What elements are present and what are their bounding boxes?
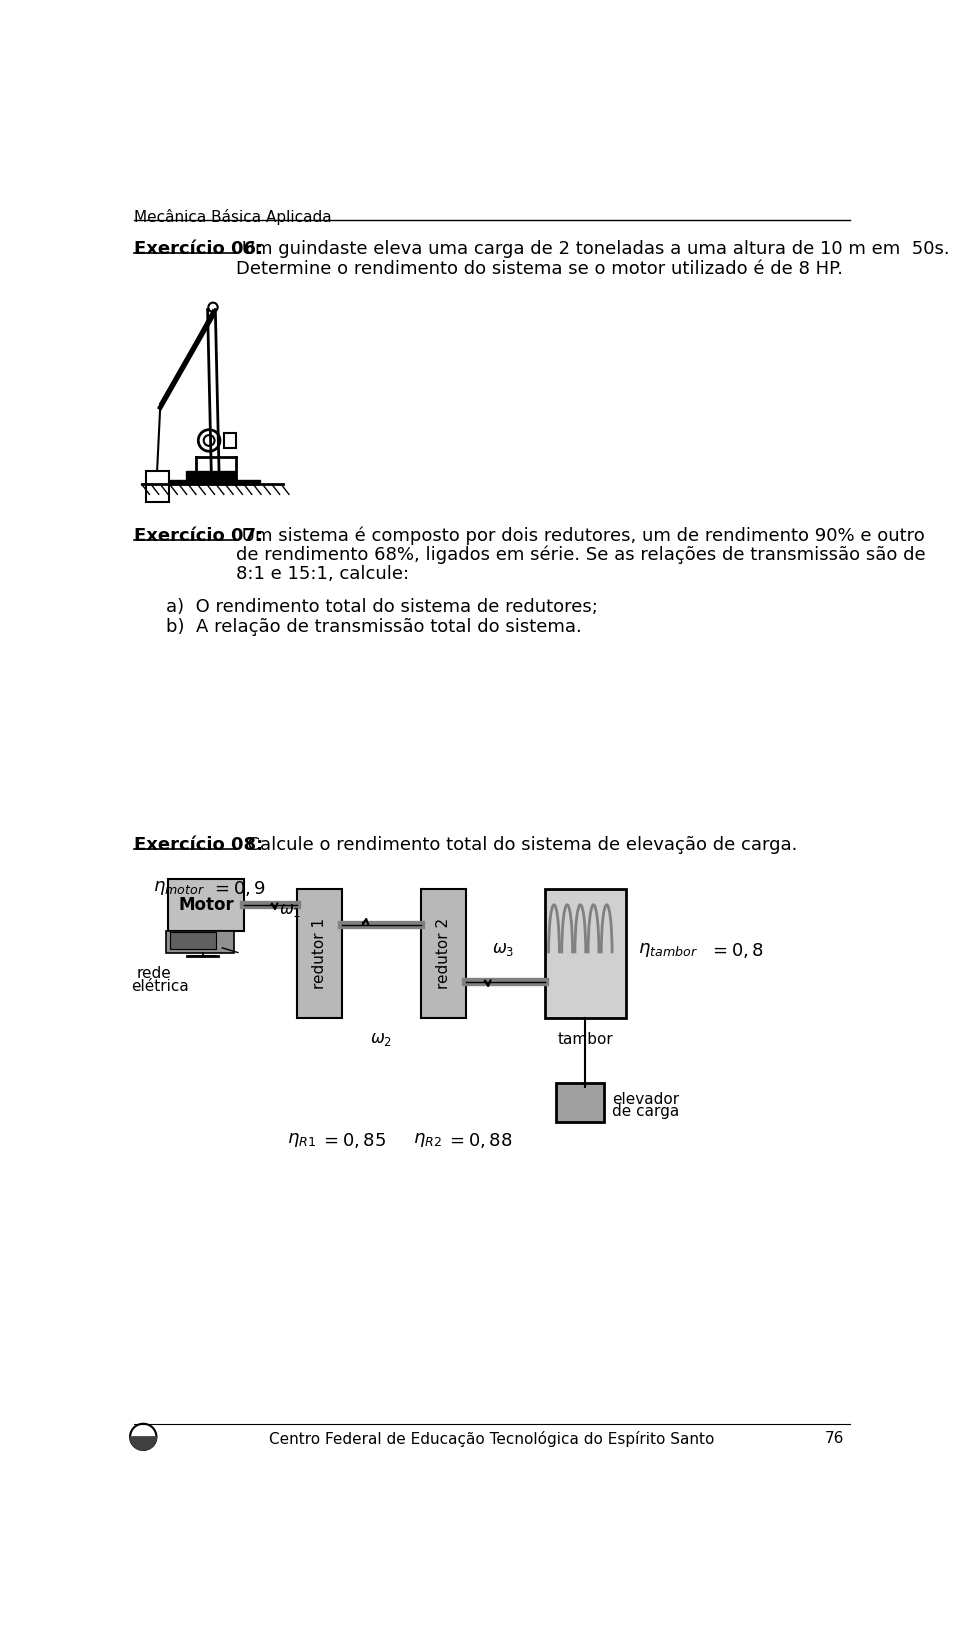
Bar — [297, 888, 342, 1019]
Text: $\eta_{motor}$: $\eta_{motor}$ — [153, 879, 204, 898]
Text: $= 0,8$: $= 0,8$ — [709, 941, 764, 960]
Text: $= 0,9$: $= 0,9$ — [211, 879, 267, 898]
Text: redutor 2: redutor 2 — [436, 918, 450, 989]
Text: $= 0,88$: $= 0,88$ — [446, 1131, 513, 1151]
Bar — [544, 888, 626, 1019]
Bar — [166, 931, 234, 952]
Bar — [166, 479, 259, 484]
Circle shape — [204, 435, 214, 447]
Circle shape — [199, 430, 220, 452]
Text: tambor: tambor — [558, 1032, 613, 1046]
Text: rede: rede — [137, 965, 172, 981]
Bar — [420, 888, 466, 1019]
Bar — [224, 432, 236, 448]
Text: de carga: de carga — [612, 1105, 680, 1120]
Text: $\omega_2$: $\omega_2$ — [371, 1032, 393, 1048]
Text: $\omega_1$: $\omega_1$ — [278, 903, 301, 919]
Text: redutor 1: redutor 1 — [312, 918, 326, 989]
Text: $\omega_3$: $\omega_3$ — [492, 941, 515, 958]
Bar — [170, 932, 216, 949]
Bar — [186, 471, 236, 479]
Wedge shape — [130, 1436, 156, 1451]
Text: 76: 76 — [826, 1431, 845, 1446]
Text: Determine o rendimento do sistema se o motor utilizado é de 8 HP.: Determine o rendimento do sistema se o m… — [236, 259, 843, 277]
Text: elétrica: elétrica — [131, 980, 188, 994]
Text: Centro Federal de Educação Tecnológica do Espírito Santo: Centro Federal de Educação Tecnológica d… — [270, 1431, 714, 1447]
Bar — [557, 1084, 605, 1121]
Text: $= 0,85$: $= 0,85$ — [320, 1131, 386, 1151]
Text: b)  A relação de transmissão total do sistema.: b) A relação de transmissão total do sis… — [166, 618, 583, 636]
Text: $\eta_{tambor}$: $\eta_{tambor}$ — [637, 941, 698, 958]
Text: Exercício 08:: Exercício 08: — [134, 836, 263, 854]
Text: a)  O rendimento total do sistema de redutores;: a) O rendimento total do sistema de redu… — [166, 598, 598, 616]
Text: Exercício 06:: Exercício 06: — [134, 240, 263, 258]
Text: Calcule o rendimento total do sistema de elevação de carga.: Calcule o rendimento total do sistema de… — [236, 836, 798, 854]
Text: Mecânica Básica Aplicada: Mecânica Básica Aplicada — [134, 210, 331, 225]
Circle shape — [130, 1423, 156, 1451]
Text: 8:1 e 15:1, calcule:: 8:1 e 15:1, calcule: — [236, 566, 409, 584]
Circle shape — [208, 303, 218, 311]
Text: Um sistema é composto por dois redutores, um de rendimento 90% e outro: Um sistema é composto por dois redutores… — [236, 526, 925, 544]
Text: $\eta_{R1}$: $\eta_{R1}$ — [287, 1131, 316, 1149]
Bar — [168, 879, 244, 931]
Text: $\eta_{R2}$: $\eta_{R2}$ — [413, 1131, 442, 1149]
Text: de rendimento 68%, ligados em série. Se as relações de transmissão são de: de rendimento 68%, ligados em série. Se … — [236, 546, 925, 564]
Bar — [146, 471, 169, 502]
Text: Exercício 07:: Exercício 07: — [134, 526, 263, 544]
Text: Motor: Motor — [179, 897, 234, 914]
Text: Um guindaste eleva uma carga de 2 toneladas a uma altura de 10 m em  50s.: Um guindaste eleva uma carga de 2 tonela… — [236, 240, 949, 258]
Text: elevador: elevador — [612, 1092, 680, 1107]
